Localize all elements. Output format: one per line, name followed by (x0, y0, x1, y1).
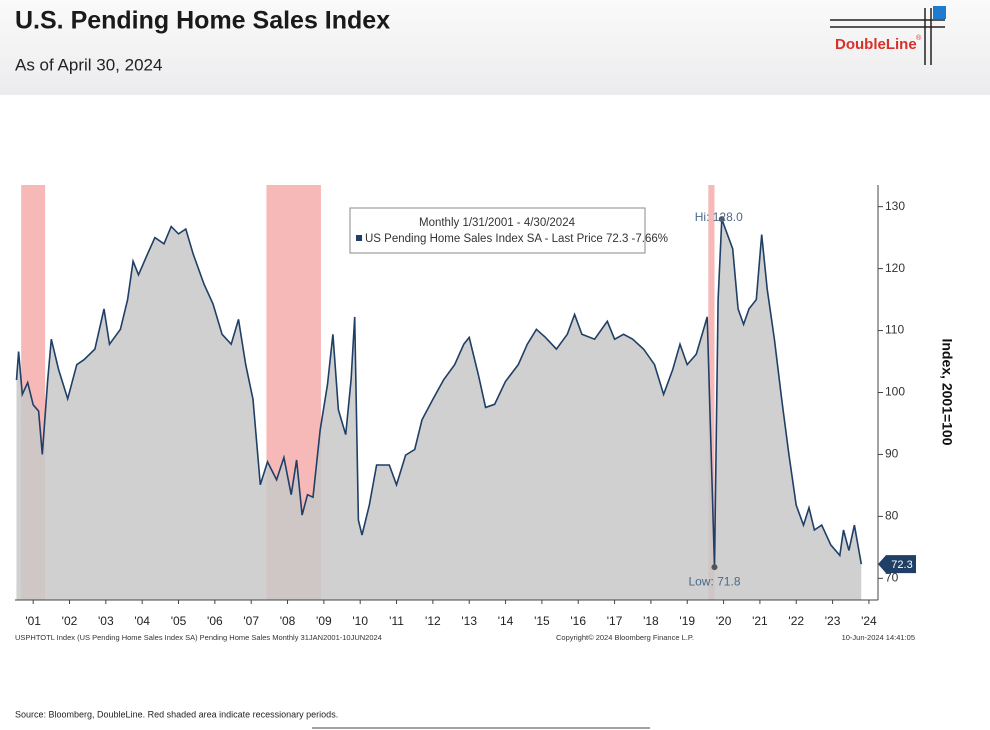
x-tick-label: '14 (498, 614, 514, 628)
footer-center: Copyright© 2024 Bloomberg Finance L.P. (556, 633, 694, 642)
x-tick-label: '21 (752, 614, 768, 628)
x-tick-label: '12 (425, 614, 441, 628)
y-axis-label: Index, 2001=100 (939, 338, 955, 445)
annotation-label: Low: 71.8 (688, 574, 740, 588)
legend-title: Monthly 1/31/2001 - 4/30/2024 (419, 217, 576, 229)
x-tick-label: '22 (788, 614, 804, 628)
x-tick-label: '02 (62, 614, 78, 628)
logo-mark: ® (916, 34, 922, 42)
y-tick-label: 90 (885, 447, 899, 461)
x-tick-label: '16 (570, 614, 586, 628)
x-tick-label: '20 (716, 614, 732, 628)
x-tick-label: '04 (134, 614, 150, 628)
x-tick-label: '17 (607, 614, 623, 628)
recession-band (708, 185, 715, 600)
x-tick-label: '18 (643, 614, 659, 628)
x-tick-label: '10 (352, 614, 368, 628)
annotation-point (711, 564, 718, 571)
annotation-point (718, 216, 725, 223)
footer-right: 10-Jun-2024 14:41:05 (842, 633, 915, 642)
legend-box (349, 207, 646, 254)
y-tick-label: 120 (885, 261, 905, 275)
last-price-tag (878, 555, 916, 574)
header-band (0, 0, 990, 95)
x-tick-label: '03 (98, 614, 114, 628)
legend-entry: US Pending Home Sales Index SA - Last Pr… (365, 233, 668, 245)
last-price-label: 72.3 (891, 559, 912, 571)
logo: DoubleLine ® (830, 6, 946, 65)
y-tick-label: 110 (885, 323, 904, 337)
x-tick-label: '15 (534, 614, 550, 628)
subtitle: As of April 30, 2024 (15, 55, 162, 74)
series-line (15, 218, 863, 568)
source: Source: Bloomberg, DoubleLine. Red shade… (15, 709, 338, 719)
x-tick-label: '24 (861, 614, 877, 628)
x-tick-label: '09 (316, 614, 332, 628)
x-tick-label: '08 (280, 614, 296, 628)
x-tick-label: '05 (171, 614, 187, 628)
x-tick-label: '07 (243, 614, 259, 628)
annotation-label: Hi: 128.0 (695, 210, 743, 224)
title: U.S. Pending Home Sales Index (15, 7, 390, 35)
y-tick-label: 100 (885, 385, 905, 399)
y-tick-label: 70 (885, 570, 899, 584)
x-tick-label: '11 (389, 614, 404, 628)
plot-area: 72.3 Hi: 128.0 Low: 71.8 70 80 90 100 110 120 130… (15, 185, 955, 628)
footer-left: USPHTOTL Index (US Pending Home Sales In… (15, 633, 382, 642)
x-tick-label: '06 (207, 614, 223, 628)
x-tick-label: '01 (25, 614, 41, 628)
logo-text: DoubleLine (835, 36, 917, 53)
y-tick-label: 130 (885, 199, 905, 213)
legend: Monthly 1/31/2001 - 4/30/2024 US Pending … (349, 207, 668, 254)
x-tick-label: '23 (825, 614, 841, 628)
area-fill (16, 219, 862, 600)
x-tick-label: '19 (679, 614, 695, 628)
logo-square (933, 6, 946, 19)
legend-swatch (356, 235, 362, 241)
y-tick-label: 80 (885, 509, 899, 523)
x-tick-label: '13 (461, 614, 477, 628)
